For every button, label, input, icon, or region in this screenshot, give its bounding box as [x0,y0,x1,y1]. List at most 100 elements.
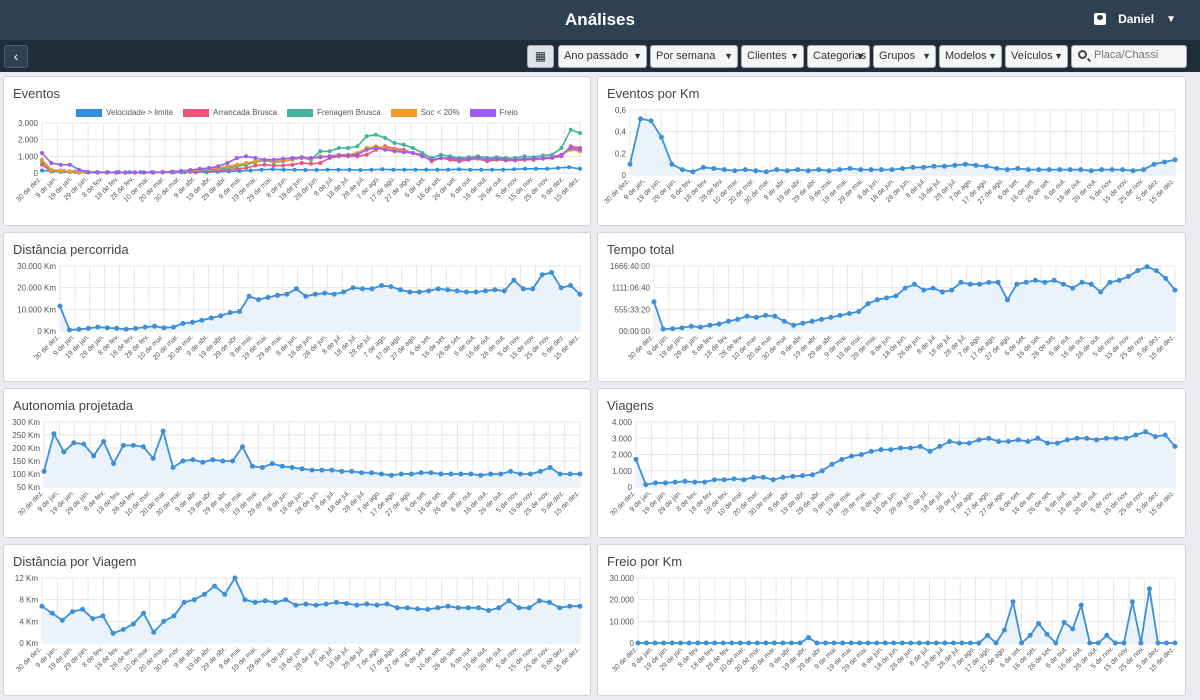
data-point [927,448,933,454]
data-point [679,167,685,173]
data-point [1109,167,1115,173]
data-point [360,286,365,292]
data-point [729,640,735,646]
data-point [41,468,47,474]
time-chart: 00:00:00555:33:201111:06:401666:40:0030 … [610,262,1178,362]
data-point [973,162,979,168]
data-point [270,167,275,172]
y-tick-label: 30.000 [610,574,635,583]
data-point [1095,640,1101,646]
data-point [201,591,207,597]
data-point [95,170,100,175]
y-tick-label: 20.000 [610,596,635,605]
y-tick-label: 20.000 Km [17,284,56,293]
data-point [737,640,743,646]
data-point [318,161,323,165]
data-point [847,166,853,171]
data-point [1078,602,1084,608]
user-menu[interactable]: Daniel ▼ [1094,12,1176,26]
data-point [520,286,526,292]
data-point [95,324,101,330]
data-point [800,320,806,326]
y-tick-label: 300 Km [12,418,40,427]
data-point [262,162,267,167]
data-point [478,472,484,478]
data-point [269,461,275,467]
data-point [1120,167,1126,173]
data-point [199,317,205,323]
app-header: Análises Daniel ▼ [0,0,1200,40]
y-tick-label: 0 Km [19,639,38,648]
data-point [1143,429,1149,435]
data-point [492,287,498,293]
back-button[interactable]: ‹ [4,45,28,68]
data-point [40,151,44,155]
legend-item[interactable]: Velocidade > limite [76,108,173,117]
data-point [994,166,1000,171]
data-point [962,161,968,167]
grouping-select-value: Por semana [656,50,716,62]
legend-item[interactable]: Freio [469,108,518,117]
data-point [790,473,796,479]
search-input[interactable] [1094,49,1184,61]
data-point [837,167,843,173]
data-point [142,170,146,175]
data-point [868,167,874,173]
y-tick-label: 00:00:00 [619,327,651,336]
data-point [774,167,780,173]
data-point [418,470,424,476]
models-select[interactable]: Modelos ▼ [939,45,1002,68]
data-point [947,439,953,444]
data-point [950,640,956,646]
data-point [91,453,97,459]
data-point [420,154,425,159]
chevron-down-icon: ▼ [633,51,642,61]
data-point [627,161,633,167]
data-point [466,156,471,161]
data-point [1151,161,1157,167]
models-select-value: Modelos [945,50,987,62]
data-point [200,459,206,465]
data-point [249,463,255,469]
data-point [993,640,999,646]
data-point [279,463,285,469]
data-point [160,170,165,174]
data-point [1027,632,1033,638]
data-point [698,324,703,330]
grouping-select[interactable]: Por semana ▼ [650,45,738,68]
data-point [711,477,717,483]
data-point [398,471,404,477]
legend-item[interactable]: Arrancada Brusca [183,108,277,117]
groups-select[interactable]: Grupos ▼ [873,45,936,68]
data-point [1172,443,1178,449]
data-point [379,283,384,288]
legend-item[interactable]: Soc < 20% [390,108,460,117]
data-point [445,603,451,609]
clients-select[interactable]: Clientes ▼ [741,45,804,68]
legend-item[interactable]: Frenagem Brusca [287,108,381,117]
data-point [133,325,139,331]
data-point [248,168,253,173]
calendar-button[interactable]: ▦ [527,45,554,68]
data-point [781,318,787,324]
data-point [189,319,195,325]
data-point [889,167,895,173]
data-point [428,470,434,476]
data-point [900,166,905,171]
data-point [858,167,864,173]
data-point [753,314,759,320]
data-point [952,162,958,168]
data-point [435,167,440,172]
data-point [59,617,65,623]
categories-select[interactable]: Categorias ▼ [807,45,870,68]
data-point [39,603,45,609]
chart-panel-viagens: Viagens 0 1.000 2.000 3.000 4.000 30 de dez. 9… [597,388,1186,538]
chevron-down-icon: ▼ [922,51,931,61]
y-tick-label: 1.000 [18,152,39,161]
data-point [1135,268,1141,274]
data-point [557,471,563,477]
vehicles-select[interactable]: Veículos ▼ [1005,45,1068,68]
period-select[interactable]: Ano passado ▼ [558,45,647,68]
data-point [823,640,828,646]
data-point [281,167,286,172]
